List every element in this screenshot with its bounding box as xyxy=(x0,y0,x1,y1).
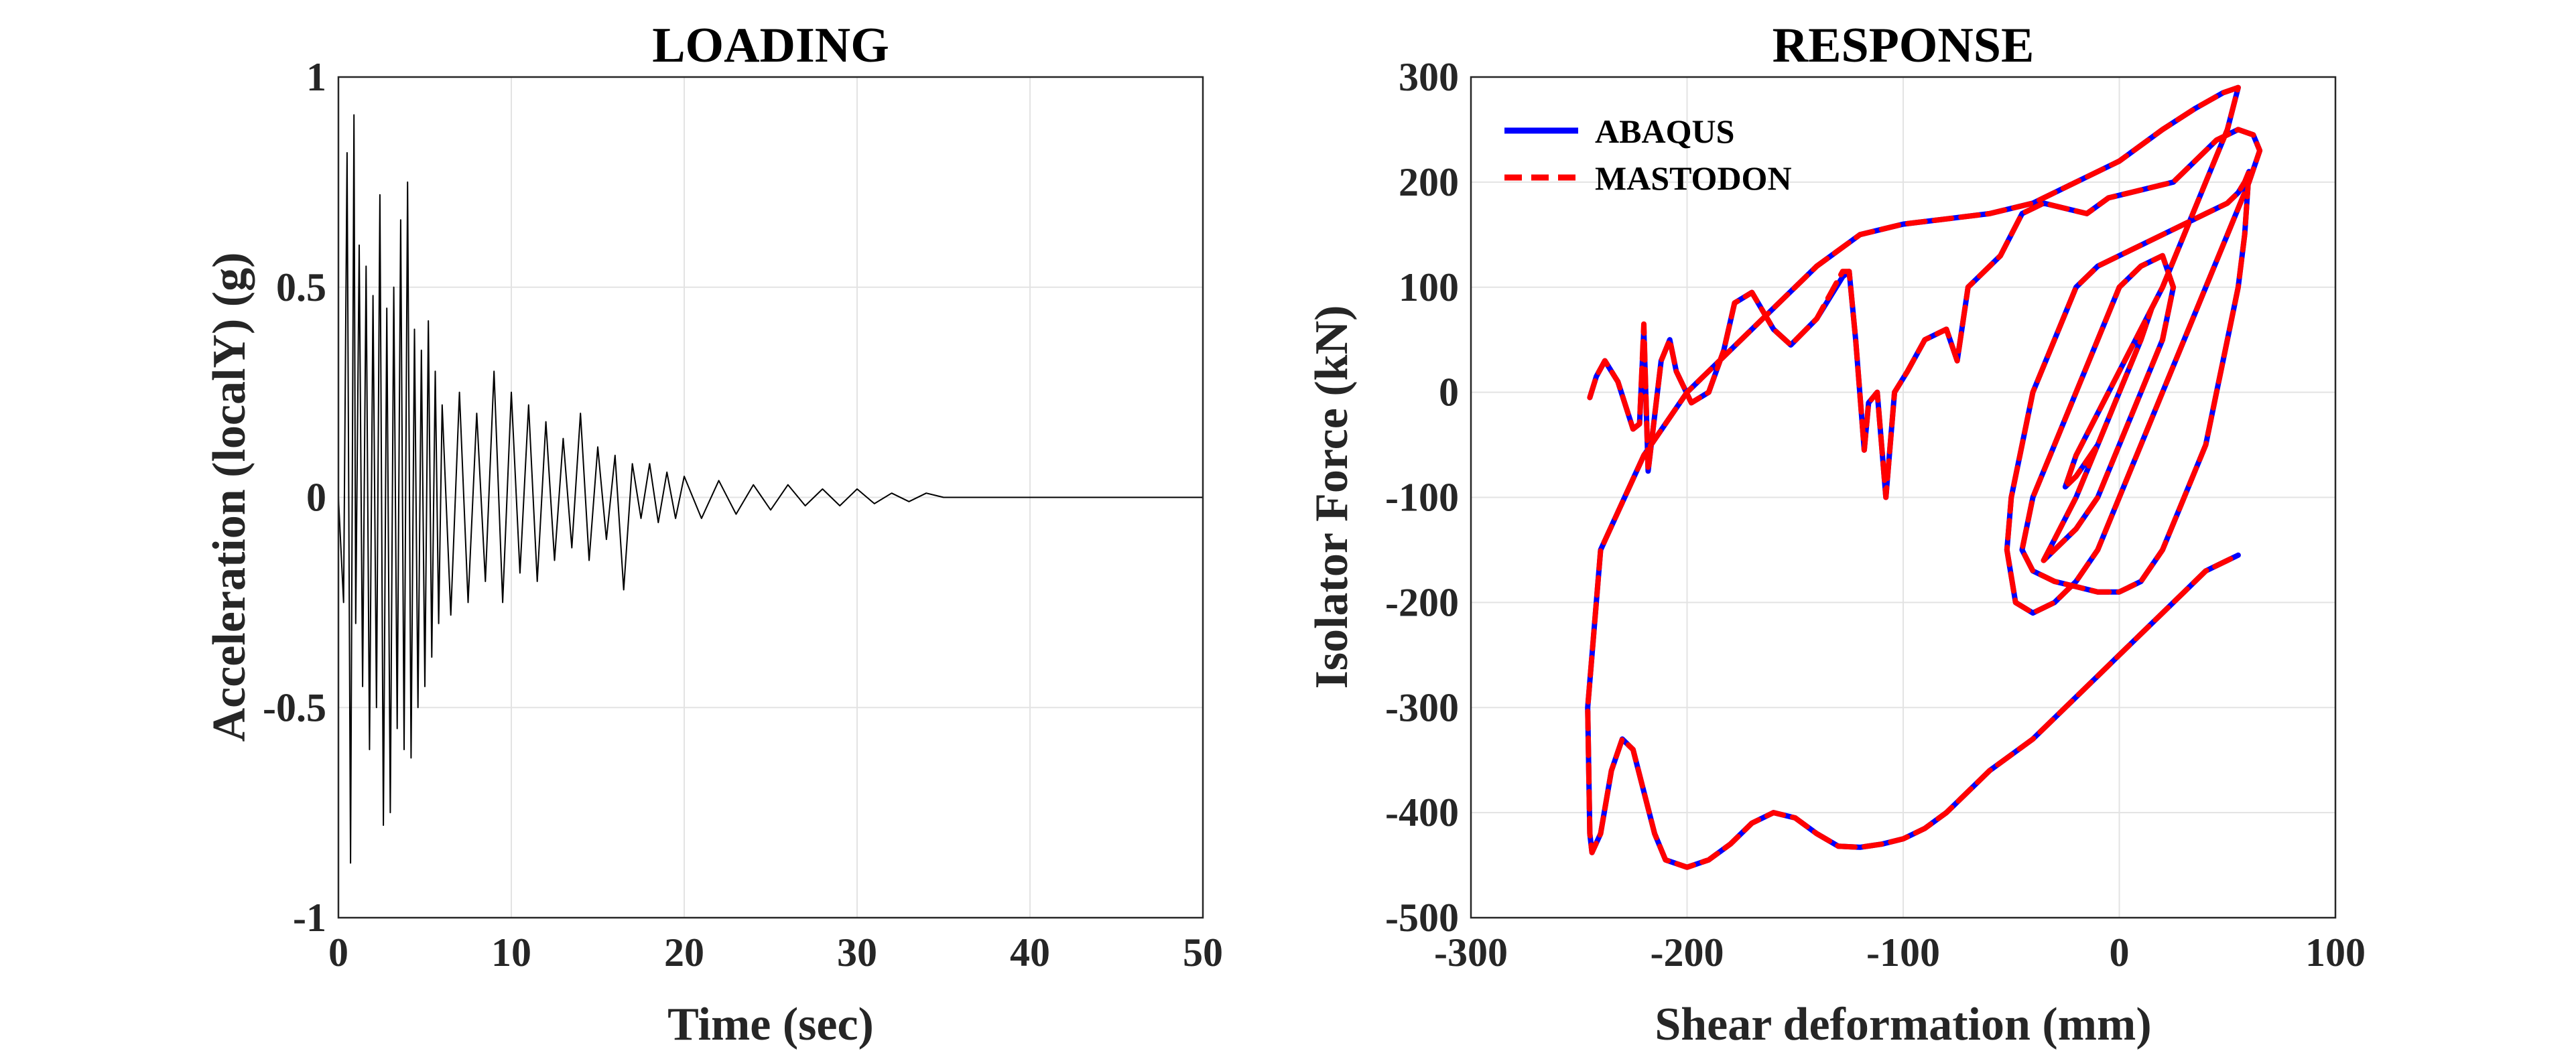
response-y-tick-label: 200 xyxy=(1399,160,1459,204)
legend-label-mastodon: MASTODON xyxy=(1595,159,1792,197)
response-x-tick-label: -100 xyxy=(1866,930,1940,975)
response-y-tick-label: 100 xyxy=(1399,265,1459,309)
loading-series-layer xyxy=(338,114,1204,864)
response-y-tick-label: -200 xyxy=(1385,580,1459,624)
response-axes-frame xyxy=(1470,76,2337,919)
response-x-tick-label: -200 xyxy=(1651,930,1724,975)
response-y-tick-label: -400 xyxy=(1385,790,1459,835)
legend-label-abaqus: ABAQUS xyxy=(1595,113,1734,150)
response-y-tick-label: -300 xyxy=(1385,685,1459,729)
response-x-tick-label: -300 xyxy=(1434,930,1508,975)
loading-y-tick-label: 0 xyxy=(306,476,326,520)
response-x-axis-label: Shear deformation (mm) xyxy=(1655,999,2151,1050)
loading-chart: 0 10 20 30 40 50 -1 -0.5 0 0.5 1 LOADING Time (sec… xyxy=(204,18,1223,1050)
loading-x-tick-label: 30 xyxy=(837,930,877,975)
loading-y-tick-label: 1 xyxy=(306,55,326,99)
loading-x-axis-label: Time (sec) xyxy=(667,999,874,1050)
loading-x-tick-label: 40 xyxy=(1010,930,1050,975)
response-y-tick-label: -100 xyxy=(1385,476,1459,520)
response-title: RESPONSE xyxy=(1773,18,2035,73)
response-x-tick-label: 100 xyxy=(2305,930,2366,975)
loading-x-tick-label: 20 xyxy=(664,930,704,975)
loading-x-tick-label: 10 xyxy=(491,930,531,975)
loading-y-tick-label: 0.5 xyxy=(276,265,326,309)
response-y-axis-label: Isolator Force (kN) xyxy=(1306,305,1358,689)
loading-y-tick-label: -1 xyxy=(293,896,326,940)
response-y-tick-label: 300 xyxy=(1399,55,1459,99)
loading-axes-frame xyxy=(337,76,1204,919)
response-y-tick-label: 0 xyxy=(1439,370,1459,415)
response-y-tick-label: -500 xyxy=(1385,896,1459,940)
response-legend: ABAQUS MASTODON xyxy=(1504,113,1792,197)
loading-y-axis-label: Acceleration (localY) (g) xyxy=(204,253,255,742)
loading-series-line-0 xyxy=(338,114,1204,864)
response-series-layer xyxy=(1585,84,2263,870)
loading-tick-labels: 0 10 20 30 40 50 -1 -0.5 0 0.5 1 xyxy=(263,55,1223,975)
loading-title: LOADING xyxy=(652,18,889,73)
loading-x-tick-label: 0 xyxy=(328,930,348,975)
response-x-tick-label: 0 xyxy=(2110,930,2130,975)
response-chart: -300 -200 -100 0 100 -500 -400 -300 -200 -100 0 100… xyxy=(1306,18,2366,1050)
response-tick-labels: -300 -200 -100 0 100 -500 -400 -300 -200 -100 0 100… xyxy=(1385,55,2366,975)
loading-x-tick-label: 50 xyxy=(1183,930,1223,975)
response-series-line-mastodon xyxy=(1585,84,2263,870)
loading-y-tick-label: -0.5 xyxy=(263,685,326,729)
